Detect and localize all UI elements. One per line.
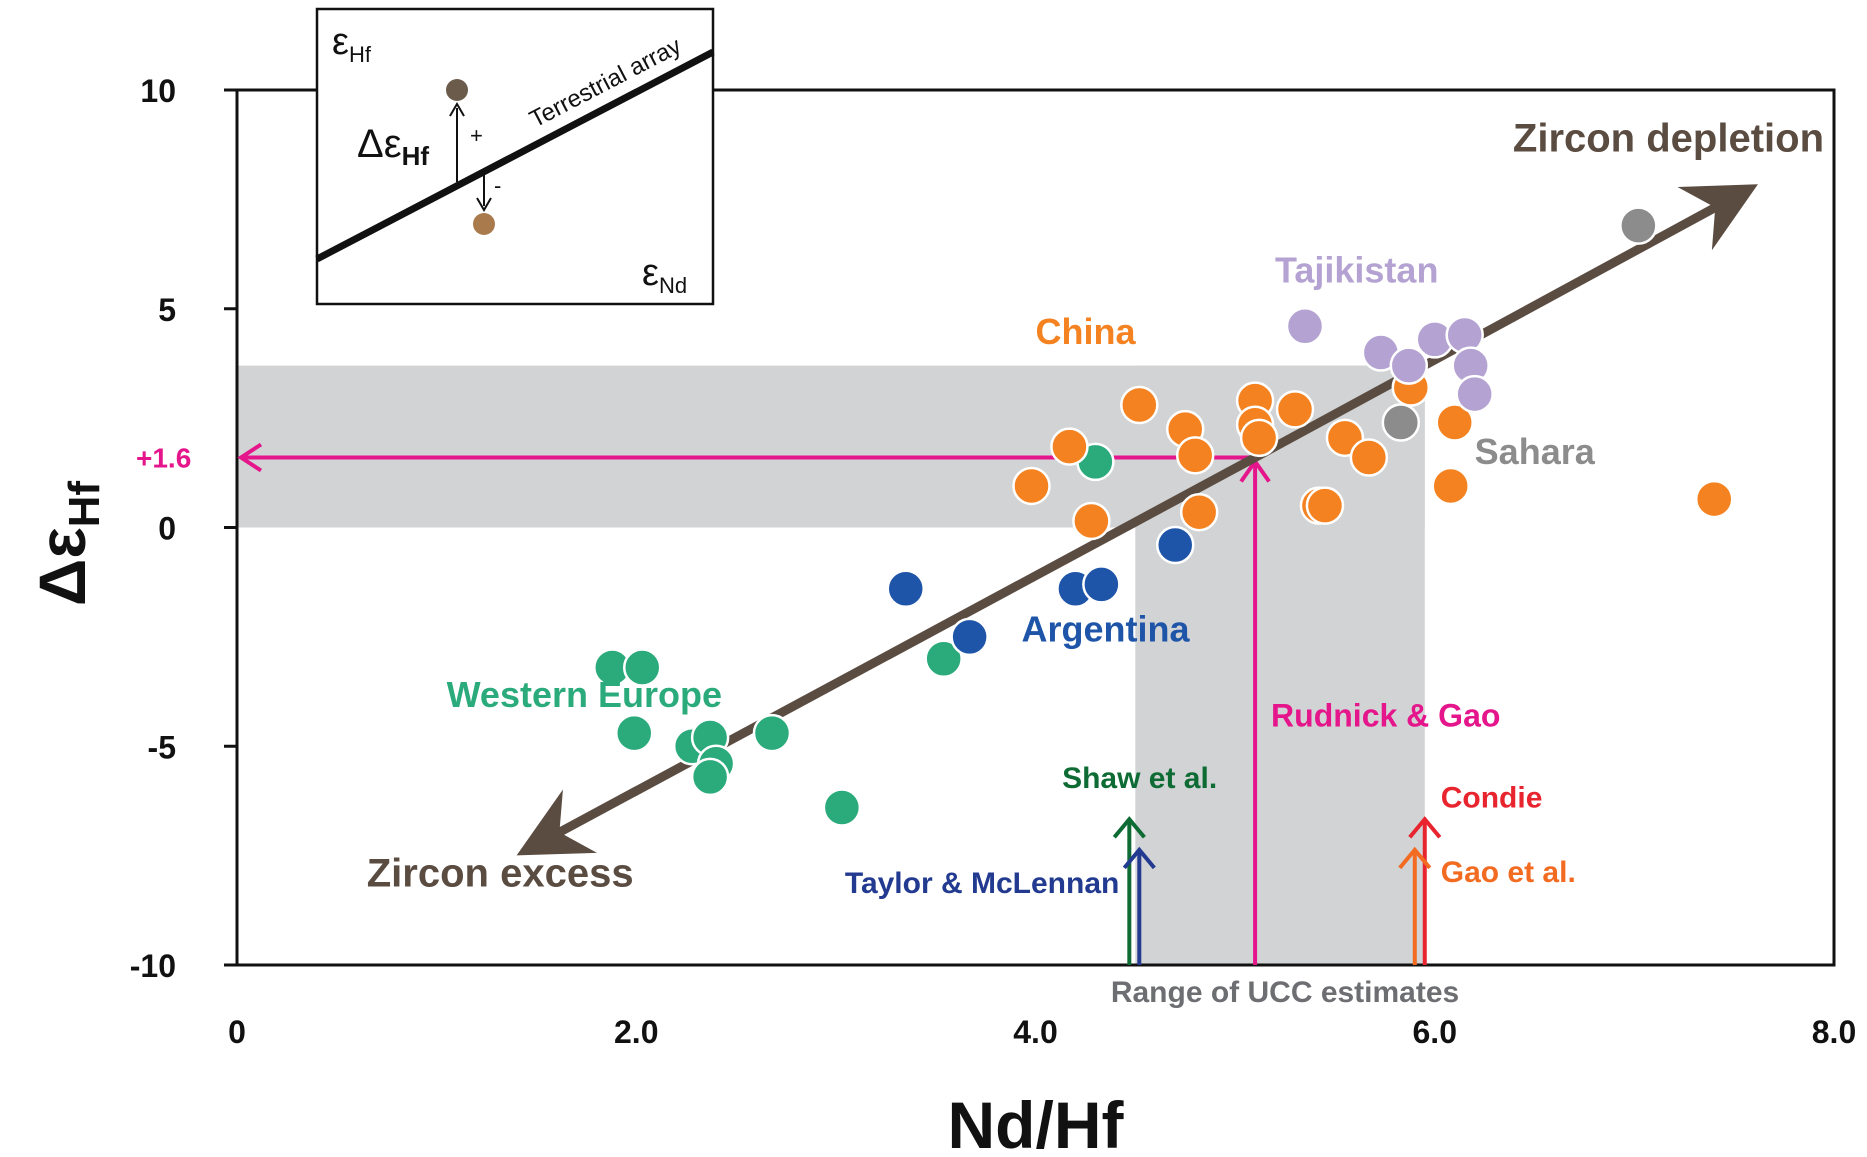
x-tick-label: 8.0 [1812,1014,1856,1050]
point-sahara [1619,206,1658,245]
point-china [1435,403,1474,442]
series-label-tajikistan: Tajikistan [1275,250,1438,291]
data-points [593,206,1734,827]
x-tick-label: 2.0 [614,1014,658,1050]
point-china [1239,418,1279,458]
y-axis-title-main: Δε [25,527,99,606]
point-china [1431,466,1470,506]
point-tajikistan [1455,374,1494,414]
series-label-sahara: Sahara [1475,431,1596,472]
x-tick-label: 6.0 [1413,1014,1457,1050]
series-label-china: China [1036,311,1137,352]
point-china [1305,486,1345,525]
y-axis-ticks: 10 5 0 -5 -10 [130,73,237,984]
y-tick-label: -10 [130,948,176,984]
svg-text:ΔεHf: ΔεHf [25,481,109,607]
point-western-europe [622,648,662,687]
point-china [1050,427,1089,466]
point-china [1012,466,1051,506]
estimate-marker-arrowhead [1112,816,1146,839]
inset-y-symbol: ε [332,21,349,63]
series-label-western-europe: Western Europe [447,674,722,715]
point-tajikistan [1389,346,1429,385]
point-china [1349,438,1389,477]
estimate-marker-label: Shaw et al. [1062,762,1217,795]
estimate-marker-label: Condie [1441,782,1543,815]
rudnick-gao-horizontal-arrowhead [237,442,263,473]
y-axis-title-sub: Hf [60,481,109,528]
point-argentina [950,617,989,657]
y-tick-label: 5 [158,292,176,328]
zircon-excess-arrow [516,453,1258,856]
inset-point-above [446,79,468,101]
point-western-europe [615,713,654,753]
svg-text:εNd: εNd [642,252,687,298]
estimate-marker-arrowhead [1398,846,1432,870]
series-label-argentina: Argentina [1022,608,1191,649]
inset-y-sub: Hf [349,42,372,67]
y-axis-title: ΔεHf [25,481,109,607]
point-argentina [1155,525,1195,565]
x-tick-label: 0 [228,1014,246,1050]
zircon-depletion-arrow [1252,184,1758,462]
point-western-europe [822,788,862,827]
point-argentina [1082,565,1121,604]
point-sahara [1381,403,1421,442]
inset-schematic: Terrestrial array εHf εNd ΔεHf + - [315,7,715,306]
y-tick-label: -5 [148,729,176,765]
zircon-excess-label: Zircon excess [367,851,634,895]
point-china [1175,436,1215,475]
y-tick-label: 10 [140,73,176,109]
point-china [1072,501,1111,541]
point-china [1120,385,1159,425]
estimate-marker-label: Taylor & McLennan [845,867,1119,900]
point-western-europe [752,713,792,753]
estimate-marker-label: Gao et al. [1441,856,1576,889]
inset-delta-sub: Hf [402,141,430,171]
point-argentina [886,569,925,608]
inset-delta-symbol: Δε [357,122,402,166]
point-china [1694,479,1734,519]
rudnick-gao-value-label: +1.6 [136,443,191,474]
x-axis-ticks: 0 2.0 4.0 6.0 8.0 [228,1014,1856,1050]
x-tick-label: 4.0 [1013,1014,1057,1050]
inset-minus-sign: - [494,173,501,198]
zircon-depletion-label: Zircon depletion [1513,116,1824,160]
annotations: +1.6 Rudnick & Gao Shaw et al. Taylor & McL… [136,116,1824,1009]
ucc-range-label: Range of UCC estimates [1111,976,1459,1009]
point-western-europe [690,757,730,797]
point-china [1275,390,1315,429]
inset-x-symbol: ε [642,252,659,294]
estimate-marker-arrowhead [1408,816,1442,839]
inset-x-sub: Nd [659,273,687,298]
svg-text:ΔεHf: ΔεHf [357,122,429,171]
svg-text:εHf: εHf [332,21,372,67]
point-tajikistan [1285,307,1325,346]
y-tick-label: 0 [158,511,176,547]
rudnick-gao-label: Rudnick & Gao [1271,698,1500,734]
point-china [1179,492,1219,532]
series-labels: Western Europe Argentina China Tajikistan Sa… [447,250,1596,715]
inset-plus-sign: + [470,123,483,148]
x-axis-title: Nd/Hf [948,1088,1125,1157]
inset-point-below [473,213,495,235]
estimate-marker-arrowhead [1122,846,1156,870]
point-western-europe [924,639,963,678]
